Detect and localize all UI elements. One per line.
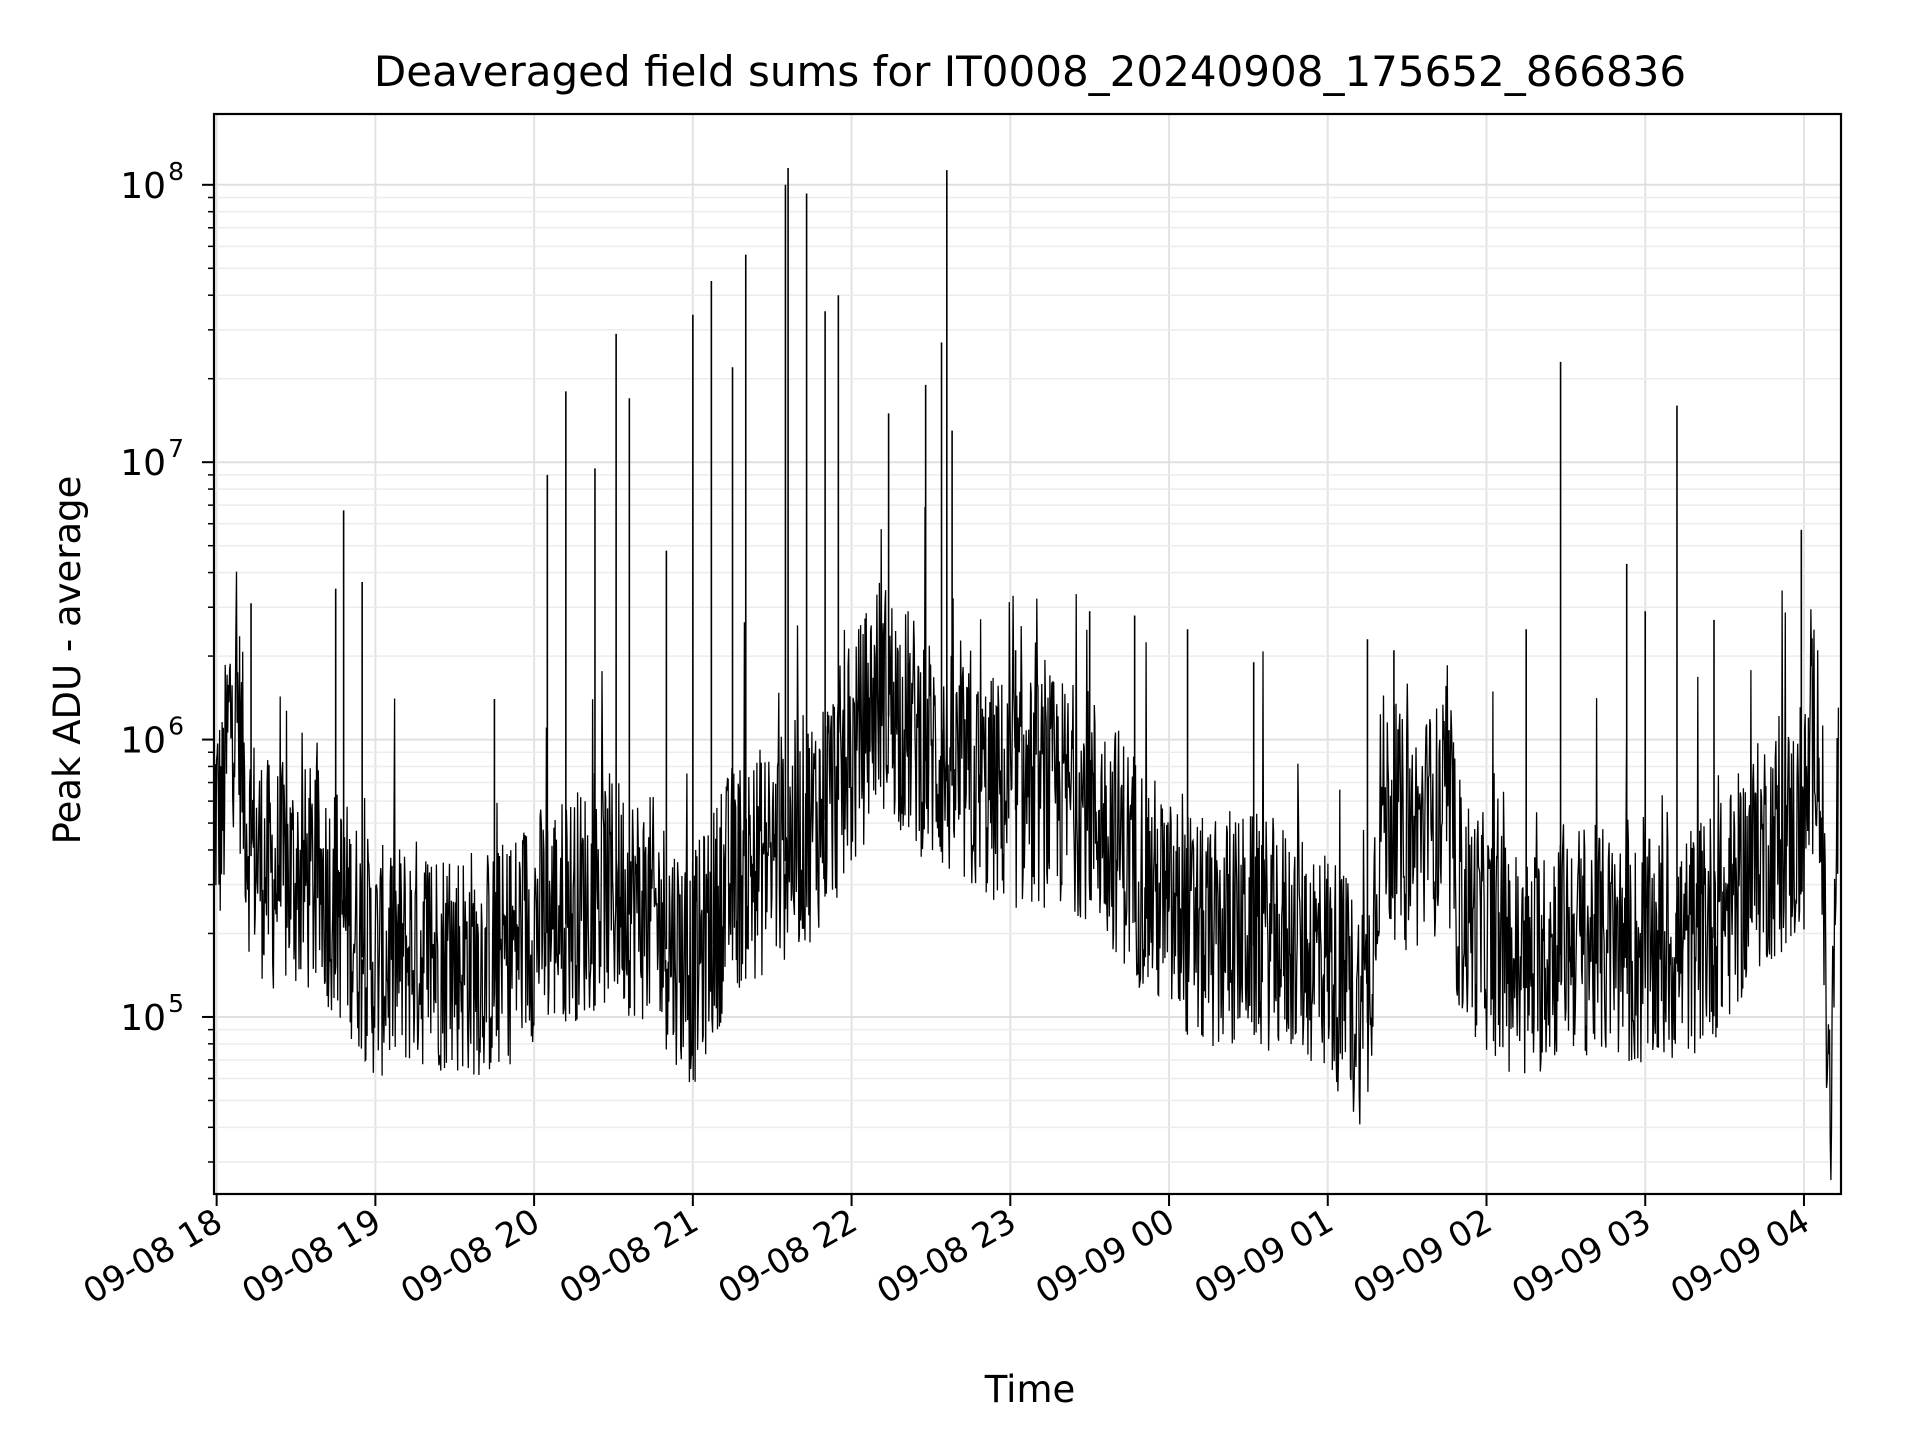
y-tick-label: 10 — [120, 998, 166, 1039]
y-tick-exponent: 5 — [168, 989, 184, 1018]
y-tick-label: 10 — [120, 443, 166, 484]
y-axis-label: Peak ADU - average — [46, 476, 89, 845]
y-tick-exponent: 8 — [168, 157, 184, 186]
y-tick-exponent: 7 — [168, 434, 184, 463]
x-axis-label: Time — [984, 1368, 1076, 1411]
y-tick-exponent: 6 — [168, 712, 184, 741]
plot-frame — [212, 112, 1843, 1196]
y-tick-label: 10 — [120, 721, 166, 762]
y-tick-label: 10 — [120, 166, 166, 207]
series-line — [213, 506, 1840, 1181]
chart-title: Deaveraged field sums for IT0008_2024090… — [374, 47, 1686, 96]
